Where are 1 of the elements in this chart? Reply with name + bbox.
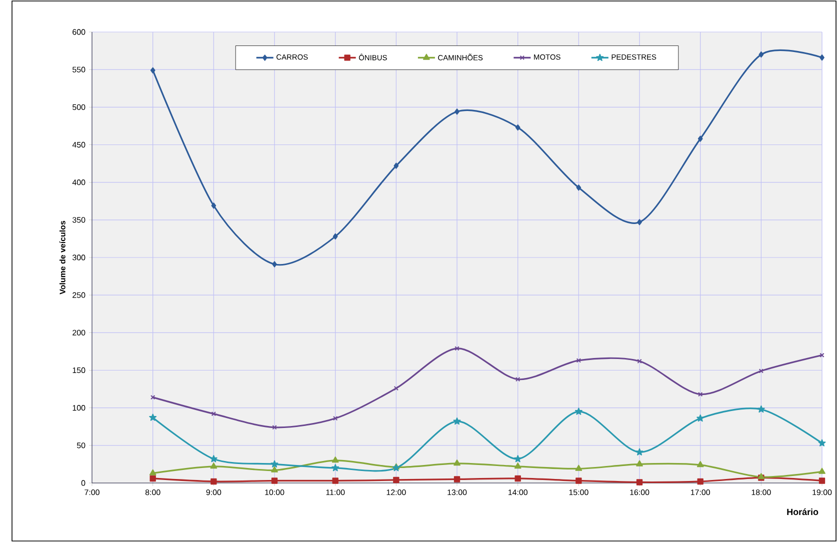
x-axis-title: Horário [787, 508, 818, 516]
